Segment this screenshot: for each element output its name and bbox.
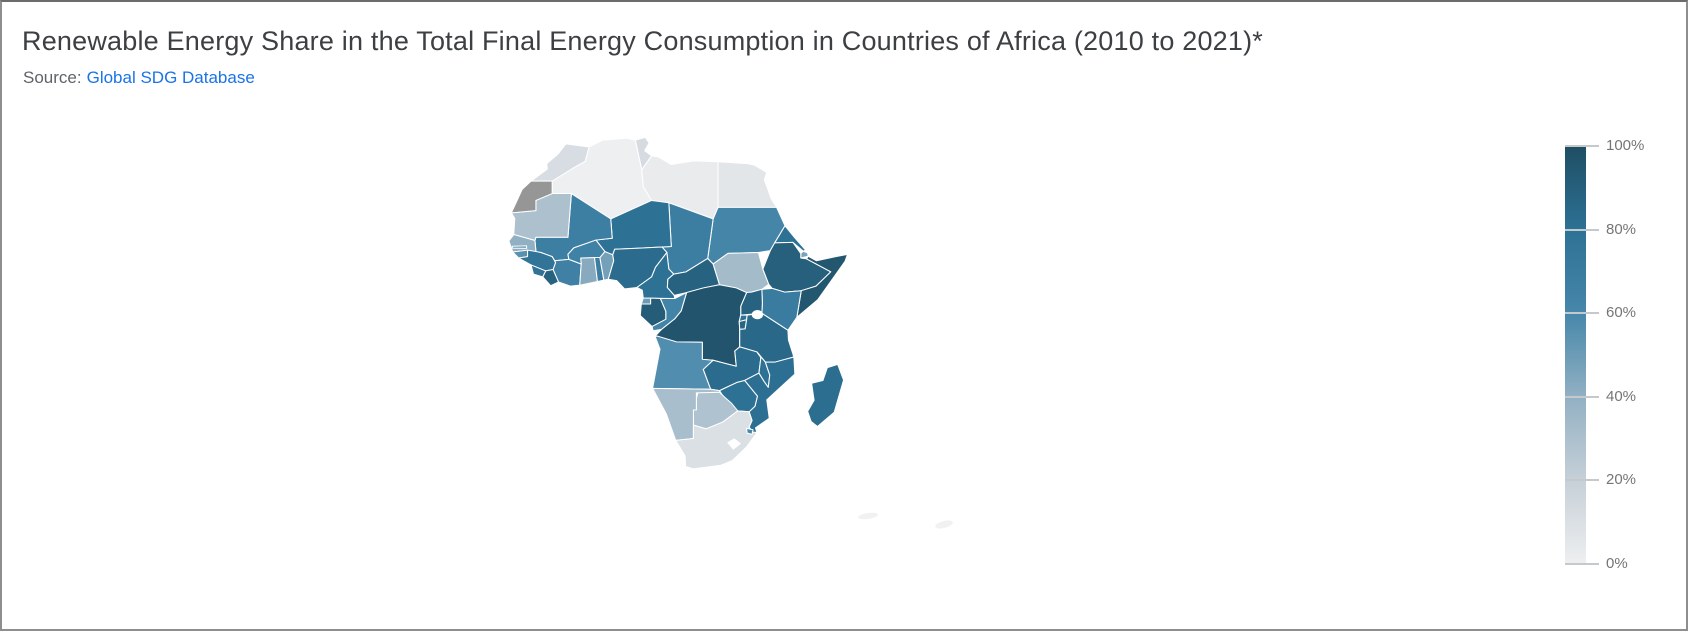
source-label: Source:	[23, 68, 82, 87]
color-scale-legend: 100% 80% 60% 40% 20% 0%	[1565, 137, 1675, 572]
country-egypt[interactable]	[717, 161, 778, 208]
color-scale-bar	[1565, 146, 1586, 564]
country-djibouti[interactable]	[800, 250, 809, 259]
legend-tick-line	[1565, 312, 1599, 315]
country-lesotho[interactable]	[727, 438, 741, 450]
legend-tick-line	[1565, 479, 1599, 482]
legend-tick-line	[1565, 145, 1599, 147]
country-western-sahara[interactable]	[510, 180, 553, 214]
source-link[interactable]: Global SDG Database	[86, 68, 255, 87]
country-congo[interactable]	[651, 292, 688, 332]
legend-tick-label: 60%	[1606, 304, 1637, 322]
country-somalia[interactable]	[796, 253, 849, 318]
country-equatorial-guinea[interactable]	[640, 297, 652, 305]
faint-island-mark	[934, 518, 954, 531]
legend-tick-label: 40%	[1606, 387, 1637, 405]
faint-island-mark	[857, 511, 879, 521]
legend-tick-label: 20%	[1606, 471, 1637, 489]
legend-tick-line	[1565, 228, 1599, 231]
country-burkina-faso[interactable]	[567, 239, 606, 265]
country-tunisia[interactable]	[634, 136, 653, 171]
legend-tick-line	[1565, 395, 1599, 398]
legend-tick-label: 100%	[1606, 137, 1645, 155]
legend-tick-line	[1565, 563, 1599, 565]
source-line: Source: Global SDG Database	[23, 68, 255, 88]
country-madagascar[interactable]	[807, 363, 845, 428]
africa-map-svg	[508, 136, 849, 470]
lake-victoria	[751, 310, 764, 320]
legend-tick-label: 0%	[1606, 555, 1628, 573]
country-gambia[interactable]	[511, 245, 528, 249]
country-namibia[interactable]	[652, 387, 721, 441]
country-eswatini[interactable]	[746, 427, 754, 435]
page-title: Renewable Energy Share in the Total Fina…	[22, 26, 1264, 56]
legend-tick-label: 80%	[1606, 220, 1637, 238]
